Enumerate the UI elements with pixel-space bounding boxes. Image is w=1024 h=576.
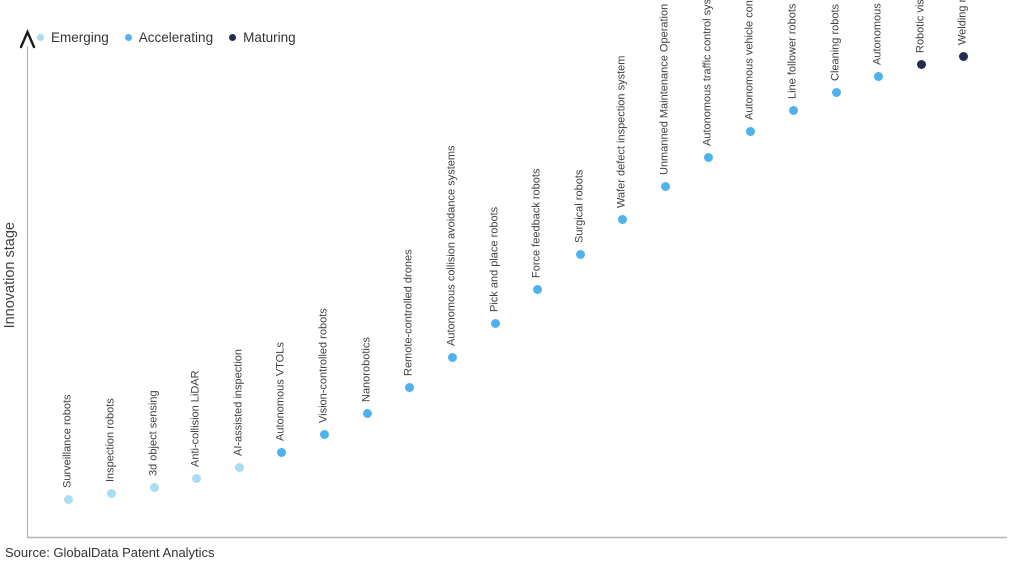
data-point bbox=[788, 105, 798, 115]
data-point bbox=[234, 462, 244, 472]
data-point bbox=[191, 473, 201, 483]
data-point-label: Surveillance robots bbox=[61, 394, 74, 488]
data-point-label: Remote-controlled drones bbox=[402, 249, 415, 376]
legend-dot-icon bbox=[229, 34, 237, 41]
data-point bbox=[958, 51, 968, 61]
data-point-label: Welding robot bbox=[956, 0, 969, 45]
data-point bbox=[532, 284, 542, 294]
data-point bbox=[362, 408, 372, 418]
data-point-label: Force feedback robots bbox=[530, 168, 543, 278]
data-point bbox=[575, 249, 585, 259]
data-point bbox=[106, 488, 116, 498]
data-point bbox=[149, 482, 159, 492]
data-point-label: Autonomous collision avoidance systems bbox=[445, 145, 458, 346]
y-axis-label: Innovation stage bbox=[2, 222, 18, 329]
data-point bbox=[703, 152, 713, 162]
legend-item-maturing: Maturing bbox=[229, 30, 296, 45]
data-point bbox=[447, 352, 457, 362]
data-point bbox=[916, 59, 926, 69]
data-point-label: Vision-controlled robots bbox=[317, 308, 330, 423]
data-point-label: Autonomous VTOLs bbox=[274, 342, 287, 441]
source-note: Source: GlobalData Patent Analytics bbox=[5, 545, 215, 560]
legend-dot-icon bbox=[124, 34, 132, 41]
data-point bbox=[490, 318, 500, 328]
data-point-label: Anti-collision LiDAR bbox=[189, 370, 202, 467]
data-point-label: Robotic vision bbox=[914, 0, 927, 53]
legend-label: Maturing bbox=[243, 30, 296, 45]
legend: Emerging Accelerating Maturing bbox=[37, 30, 296, 45]
data-point-label: Nanorobotics bbox=[360, 337, 373, 402]
data-point-label: Wafer defect inspection system bbox=[615, 55, 628, 208]
data-point bbox=[617, 214, 627, 224]
data-point bbox=[319, 429, 329, 439]
data-point-label: Autonomous vehicle control systems bbox=[743, 0, 756, 120]
legend-label: Accelerating bbox=[138, 30, 214, 45]
legend-item-emerging: Emerging bbox=[37, 30, 109, 45]
legend-dot-icon bbox=[37, 34, 44, 41]
data-point-label: Line follower robots bbox=[786, 3, 799, 99]
data-point-label: AI-assisted inspection bbox=[232, 349, 245, 456]
data-point-label: Cleaning robots bbox=[829, 3, 842, 81]
data-point-label: Pick and place robots bbox=[488, 206, 501, 312]
data-point bbox=[831, 87, 841, 97]
data-point-label: Inspection robots bbox=[104, 398, 117, 482]
legend-label: Emerging bbox=[51, 30, 109, 45]
data-point bbox=[745, 126, 755, 136]
data-point-label: 3d object sensing bbox=[147, 390, 160, 476]
legend-item-accelerating: Accelerating bbox=[124, 30, 214, 45]
data-point-label: Surgical robots bbox=[573, 169, 586, 243]
data-point-label: Autonomous harvesters bbox=[871, 0, 884, 65]
data-point bbox=[404, 382, 414, 392]
data-point bbox=[660, 181, 670, 191]
data-point-label: Unmanned Maintenance Operation bbox=[658, 3, 671, 175]
data-point bbox=[873, 71, 883, 81]
y-axis-arrow-icon bbox=[19, 28, 36, 49]
data-point bbox=[276, 447, 286, 457]
data-point bbox=[63, 494, 73, 504]
data-point-label: Autonomous traffic control system bbox=[701, 0, 714, 146]
